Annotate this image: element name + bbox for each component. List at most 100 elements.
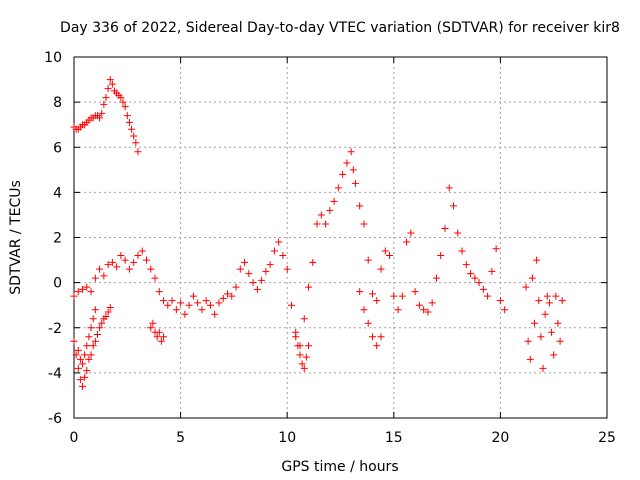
data-point (134, 148, 142, 156)
data-point (232, 283, 240, 291)
y-tick-label: 8 (53, 95, 62, 111)
data-point (76, 376, 84, 384)
data-point (155, 328, 163, 336)
data-point (394, 306, 402, 314)
data-point (539, 364, 547, 372)
data-point (471, 274, 479, 282)
data-point (164, 301, 172, 309)
data-point (79, 360, 87, 368)
data-point (83, 367, 91, 375)
data-point (79, 285, 87, 293)
data-point (258, 276, 266, 284)
data-point (125, 118, 133, 126)
data-point (377, 265, 385, 273)
data-point (467, 270, 475, 278)
data-point (492, 245, 500, 253)
data-point (526, 355, 534, 363)
data-point (300, 315, 308, 323)
y-tick-label: 10 (44, 50, 62, 66)
data-point (317, 211, 325, 219)
data-point (91, 337, 99, 345)
data-point (368, 333, 376, 341)
data-point (108, 258, 116, 266)
data-point (89, 342, 97, 350)
y-tick-label: 6 (53, 140, 62, 156)
data-point (168, 297, 176, 305)
data-point (123, 112, 131, 120)
y-tick-label: 4 (53, 185, 62, 201)
data-point (79, 382, 87, 390)
data-point (108, 80, 116, 88)
data-point (96, 324, 104, 332)
data-point (189, 292, 197, 300)
data-point (134, 252, 142, 260)
data-point (296, 351, 304, 359)
data-point (241, 258, 249, 266)
data-point (91, 306, 99, 314)
data-point (339, 170, 347, 178)
data-point (432, 274, 440, 282)
data-point (270, 247, 278, 255)
data-point (74, 288, 82, 296)
data-point (437, 252, 445, 260)
data-point (147, 265, 155, 273)
data-point (322, 220, 330, 228)
data-point (262, 267, 270, 275)
data-point (104, 308, 112, 316)
x-tick-label: 0 (70, 430, 79, 446)
data-point (83, 283, 91, 291)
data-point (142, 256, 150, 264)
data-point (501, 306, 509, 314)
data-point (130, 258, 138, 266)
data-point (484, 292, 492, 300)
data-point (87, 351, 95, 359)
data-point (528, 274, 536, 282)
data-point (373, 342, 381, 350)
data-point (415, 301, 423, 309)
data-point (283, 265, 291, 273)
data-point (202, 297, 210, 305)
data-point (287, 301, 295, 309)
series-main-trace (70, 148, 509, 350)
data-point (76, 355, 84, 363)
data-point (309, 258, 317, 266)
series-post-peak-dip (356, 288, 385, 350)
data-point (96, 114, 104, 122)
data-point (266, 261, 274, 269)
data-point (347, 148, 355, 156)
data-point (102, 312, 110, 320)
data-point (531, 319, 539, 327)
data-point (458, 247, 466, 255)
data-point (157, 337, 165, 345)
data-point (522, 283, 530, 291)
data-point (360, 220, 368, 228)
data-point (70, 292, 78, 300)
data-point (155, 288, 163, 296)
data-point (550, 351, 558, 359)
data-point (72, 351, 80, 359)
data-point (364, 319, 372, 327)
data-point (125, 265, 133, 273)
data-point (398, 292, 406, 300)
data-point (552, 292, 560, 300)
x-tick-label: 20 (491, 430, 509, 446)
data-point (381, 247, 389, 255)
data-point (294, 342, 302, 350)
data-point (104, 85, 112, 93)
data-marks (70, 76, 566, 390)
series-early-descent-a (70, 303, 114, 390)
data-point (441, 224, 449, 232)
data-point (81, 373, 89, 381)
x-axis-label: GPS time / hours (281, 459, 398, 475)
data-point (198, 306, 206, 314)
data-point (326, 206, 334, 214)
data-point (151, 274, 159, 282)
data-point (153, 333, 161, 341)
data-point (96, 265, 104, 273)
data-point (556, 337, 564, 345)
y-axis-label: SDTVAR / TECUs (8, 180, 24, 295)
data-point (117, 94, 125, 102)
data-point (106, 303, 114, 311)
data-point (149, 319, 157, 327)
